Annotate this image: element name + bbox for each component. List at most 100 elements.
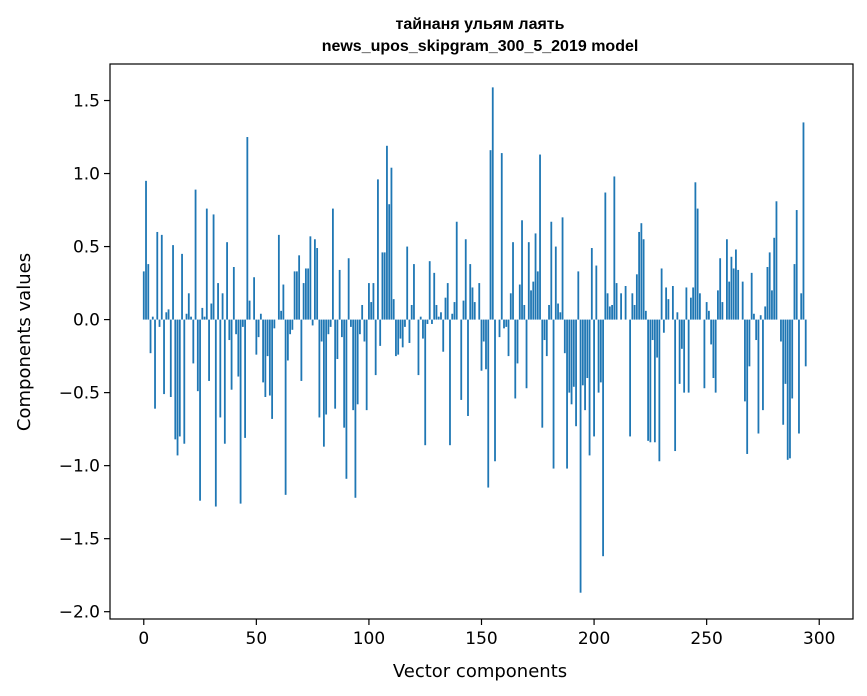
bar-251 xyxy=(708,310,710,320)
bar-193 xyxy=(577,271,580,320)
bar-177 xyxy=(541,319,544,428)
bar-152 xyxy=(485,319,487,370)
bar-210 xyxy=(615,283,618,320)
bar-119 xyxy=(410,304,413,320)
bar-257 xyxy=(721,302,724,320)
bar-250 xyxy=(705,302,708,320)
bar-238 xyxy=(678,319,681,384)
bar-143 xyxy=(464,239,467,320)
bar-166 xyxy=(516,319,519,364)
bar-110 xyxy=(390,167,393,320)
bar-17 xyxy=(181,253,183,320)
bar-16 xyxy=(178,319,181,437)
bar-13 xyxy=(172,245,174,320)
bar-153 xyxy=(487,319,490,488)
bar-203 xyxy=(599,319,602,383)
bar-71 xyxy=(302,283,305,320)
bar-235 xyxy=(671,286,674,320)
bar-270 xyxy=(750,272,753,320)
bar-113 xyxy=(397,319,400,355)
bar-8 xyxy=(160,234,163,320)
bar-172 xyxy=(530,290,532,320)
bar-165 xyxy=(514,319,517,399)
bar-287 xyxy=(789,319,791,459)
bar-43 xyxy=(239,319,242,504)
bar-12 xyxy=(169,319,172,397)
bar-228 xyxy=(656,319,659,358)
bar-55 xyxy=(266,319,269,357)
x-tick-label: 0 xyxy=(138,629,149,649)
bar-185 xyxy=(559,312,562,320)
bar-73 xyxy=(307,268,310,320)
bar-95 xyxy=(356,319,359,405)
bar-170 xyxy=(525,319,528,389)
bar-269 xyxy=(748,319,751,367)
bar-207 xyxy=(608,306,611,320)
x-tick-label: 100 xyxy=(353,629,385,649)
bar-281 xyxy=(775,201,778,320)
bar-173 xyxy=(532,281,535,320)
bar-14 xyxy=(174,319,177,440)
bar-10 xyxy=(165,312,168,320)
bar-201 xyxy=(595,265,598,320)
bar-31 xyxy=(212,214,215,320)
bar-154 xyxy=(489,150,492,320)
bar-279 xyxy=(771,290,773,320)
bar-123 xyxy=(419,316,422,320)
bar-41 xyxy=(235,319,237,335)
bar-22 xyxy=(192,319,195,364)
bar-189 xyxy=(568,319,571,393)
y-tick-label: −1.5 xyxy=(59,530,100,550)
bar-216 xyxy=(629,319,631,437)
bar-76 xyxy=(313,239,316,320)
bar-294 xyxy=(804,319,807,367)
bar-158 xyxy=(498,319,501,338)
bar-94 xyxy=(354,319,357,498)
bar-6 xyxy=(156,231,159,320)
bar-129 xyxy=(433,272,436,320)
bar-34 xyxy=(219,319,222,418)
bar-57 xyxy=(271,319,274,419)
bar-27 xyxy=(203,316,206,320)
bar-233 xyxy=(667,299,670,320)
bar-286 xyxy=(786,319,789,460)
bar-273 xyxy=(757,319,760,434)
bar-160 xyxy=(503,319,505,329)
bar-239 xyxy=(680,319,683,349)
bar-124 xyxy=(422,319,424,339)
bar-135 xyxy=(446,283,449,320)
bar-72 xyxy=(304,268,307,320)
bar-106 xyxy=(381,252,384,320)
bar-202 xyxy=(597,319,600,393)
bar-142 xyxy=(462,300,465,320)
bar-136 xyxy=(449,319,451,446)
bar-174 xyxy=(534,233,537,320)
bar-292 xyxy=(800,293,803,320)
bar-284 xyxy=(782,319,785,425)
bar-264 xyxy=(737,269,740,320)
bar-188 xyxy=(566,319,568,469)
bar-39 xyxy=(230,319,233,390)
bar-115 xyxy=(401,319,404,348)
bar-52 xyxy=(259,313,262,320)
bar-254 xyxy=(714,319,717,393)
bar-61 xyxy=(280,310,283,320)
bar-19 xyxy=(185,313,188,320)
bar-23 xyxy=(194,189,197,320)
bar-141 xyxy=(460,319,463,400)
bar-89 xyxy=(343,319,346,428)
bar-197 xyxy=(586,319,589,379)
bar-46 xyxy=(246,137,249,320)
bar-241 xyxy=(685,287,688,320)
bar-30 xyxy=(210,303,213,320)
bar-245 xyxy=(694,182,697,320)
bar-192 xyxy=(575,319,577,427)
bar-191 xyxy=(572,319,575,387)
bar-44 xyxy=(241,319,244,327)
x-axis-ticks: 0 50 100 150 200 250 300 xyxy=(138,619,835,649)
bar-280 xyxy=(773,237,776,320)
bar-109 xyxy=(388,204,391,320)
bar-68 xyxy=(295,271,298,320)
bar-151 xyxy=(482,319,485,342)
bar-180 xyxy=(548,304,550,320)
